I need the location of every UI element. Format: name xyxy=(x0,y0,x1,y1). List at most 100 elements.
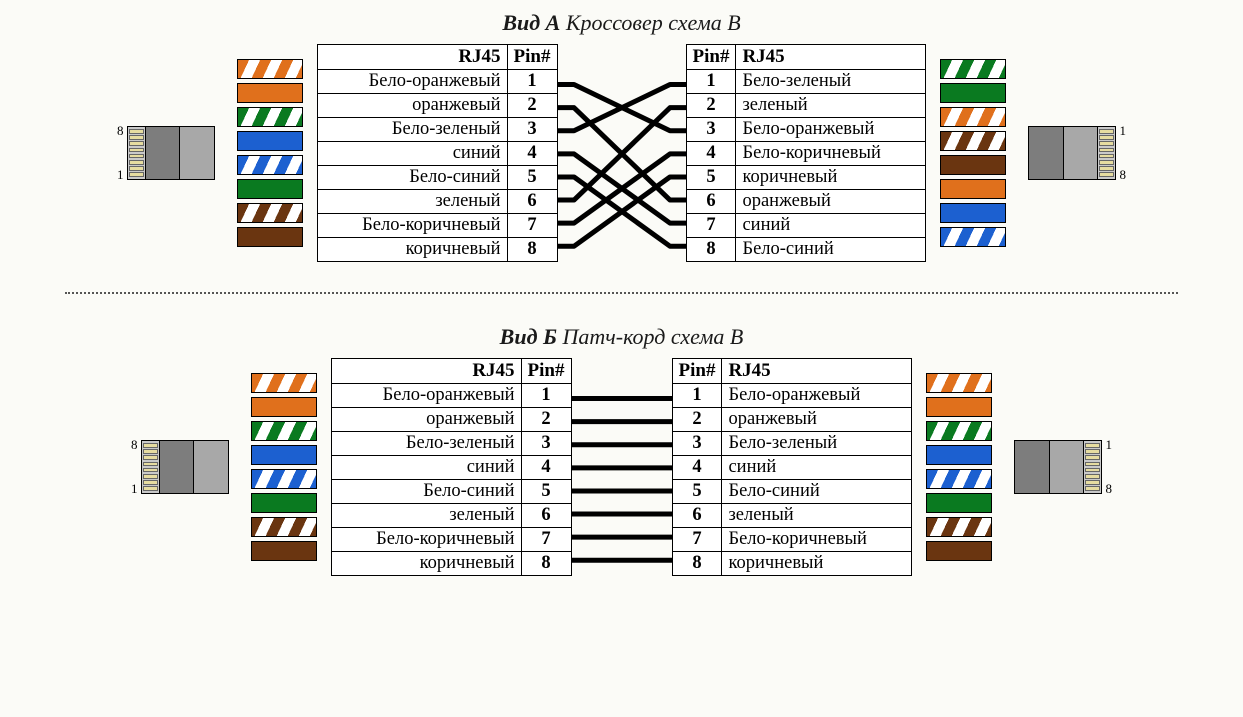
wire-name: Бело-синий xyxy=(736,238,926,262)
color-swatch-solid xyxy=(251,493,317,513)
wire-name: синий xyxy=(736,214,926,238)
color-swatch-solid xyxy=(237,179,303,199)
color-swatch-solid xyxy=(926,493,992,513)
swatch-column-left xyxy=(237,59,303,247)
wire-name: Бело-оранжевый xyxy=(331,384,521,408)
pin-number: 3 xyxy=(672,432,722,456)
wiring-diagram: Вид А Кроссовер схема B 81 RJ45Pin#Бело-… xyxy=(10,10,1233,576)
wire-name: оранжевый xyxy=(331,408,521,432)
wire-name: коричневый xyxy=(736,166,926,190)
pin-number: 8 xyxy=(672,552,722,576)
pin-row: Бело-коричневый7 xyxy=(317,214,557,238)
pin-row: 7синий xyxy=(686,214,926,238)
wire-name: синий xyxy=(722,456,912,480)
pin-row: Бело-оранжевый1 xyxy=(331,384,571,408)
pin-row: 8коричневый xyxy=(672,552,912,576)
color-swatch-solid xyxy=(926,397,992,417)
pin-row: 5коричневый xyxy=(686,166,926,190)
color-swatch-solid xyxy=(237,227,303,247)
color-swatch-stripe xyxy=(926,421,992,441)
wire-name: Бело-оранжевый xyxy=(736,118,926,142)
connector-body xyxy=(1028,126,1098,180)
rj45-connector-right: 18 xyxy=(1014,437,1115,497)
color-swatch-stripe xyxy=(237,203,303,223)
wire-name: Бело-синий xyxy=(331,480,521,504)
pin-row: 1Бело-зеленый xyxy=(686,70,926,94)
pin-row: Бело-зеленый3 xyxy=(331,432,571,456)
color-swatch-stripe xyxy=(940,131,1006,151)
pin-row: 6зеленый xyxy=(672,504,912,528)
view-1: Вид Б Патч-корд схема B 81 RJ45Pin#Бело-… xyxy=(10,324,1233,576)
wire-name: оранжевый xyxy=(736,190,926,214)
wire-name: Бело-коричневый xyxy=(317,214,507,238)
wire-name: зеленый xyxy=(331,504,521,528)
pin-row: 3Бело-оранжевый xyxy=(686,118,926,142)
wire-name: Бело-зеленый xyxy=(736,70,926,94)
wire-name: Бело-коричневый xyxy=(736,142,926,166)
wire-name: Бело-коричневый xyxy=(722,528,912,552)
color-swatch-stripe xyxy=(926,517,992,537)
color-swatch-solid xyxy=(251,445,317,465)
pin-row: 3Бело-зеленый xyxy=(672,432,912,456)
color-swatch-stripe xyxy=(251,421,317,441)
wiring-lines xyxy=(572,362,672,572)
wire-name: синий xyxy=(317,142,507,166)
color-swatch-solid xyxy=(251,541,317,561)
rj45-connector-left: 81 xyxy=(128,437,229,497)
pin-number: 2 xyxy=(686,94,736,118)
pin-table-right: Pin#RJ451Бело-оранжевый2оранжевый3Бело-з… xyxy=(672,358,913,576)
connector-body xyxy=(145,126,215,180)
pin-row: зеленый6 xyxy=(317,190,557,214)
pin-number: 6 xyxy=(521,504,571,528)
view-title: Вид Б Патч-корд схема B xyxy=(10,324,1233,350)
pin-row: Бело-синий5 xyxy=(331,480,571,504)
pin-number: 7 xyxy=(507,214,557,238)
wire-name: коричневый xyxy=(331,552,521,576)
pin-row: 4Бело-коричневый xyxy=(686,142,926,166)
wire-name: Бело-синий xyxy=(722,480,912,504)
wire-name: оранжевый xyxy=(722,408,912,432)
swatch-column-left xyxy=(251,373,317,561)
swatch-column-right xyxy=(940,59,1006,247)
pin-number: 7 xyxy=(686,214,736,238)
pin-table-left: RJ45Pin#Бело-оранжевый1оранжевый2Бело-зе… xyxy=(331,358,572,576)
color-swatch-solid xyxy=(940,179,1006,199)
wire-name: зеленый xyxy=(317,190,507,214)
wire-name: Бело-зеленый xyxy=(722,432,912,456)
wire-name: Бело-коричневый xyxy=(331,528,521,552)
pin-row: синий4 xyxy=(317,142,557,166)
pin-number: 2 xyxy=(507,94,557,118)
color-swatch-stripe xyxy=(940,227,1006,247)
pin-number: 3 xyxy=(507,118,557,142)
pin-number: 2 xyxy=(521,408,571,432)
color-swatch-solid xyxy=(940,155,1006,175)
wire-name: оранжевый xyxy=(317,94,507,118)
pin-number: 8 xyxy=(521,552,571,576)
pin-row: 1Бело-оранжевый xyxy=(672,384,912,408)
color-swatch-stripe xyxy=(251,373,317,393)
wire-name: синий xyxy=(331,456,521,480)
pin-row: Бело-оранжевый1 xyxy=(317,70,557,94)
pin-number: 1 xyxy=(521,384,571,408)
pin-row: 8Бело-синий xyxy=(686,238,926,262)
color-swatch-solid xyxy=(926,445,992,465)
wire-name: Бело-зеленый xyxy=(317,118,507,142)
pin-number: 6 xyxy=(686,190,736,214)
pin-row: 2оранжевый xyxy=(672,408,912,432)
pin-row: синий4 xyxy=(331,456,571,480)
pin-row: 4синий xyxy=(672,456,912,480)
pin-row: оранжевый2 xyxy=(317,94,557,118)
wire-name: Бело-синий xyxy=(317,166,507,190)
color-swatch-stripe xyxy=(237,59,303,79)
connector-comb xyxy=(127,126,145,180)
pin-row: 6оранжевый xyxy=(686,190,926,214)
pin-number: 5 xyxy=(521,480,571,504)
pin-number: 4 xyxy=(686,142,736,166)
color-swatch-stripe xyxy=(251,517,317,537)
color-swatch-solid xyxy=(940,83,1006,103)
pin-number: 1 xyxy=(672,384,722,408)
wiring-lines xyxy=(558,48,686,258)
pin-number: 4 xyxy=(507,142,557,166)
pin-number: 1 xyxy=(507,70,557,94)
pin-number: 7 xyxy=(521,528,571,552)
